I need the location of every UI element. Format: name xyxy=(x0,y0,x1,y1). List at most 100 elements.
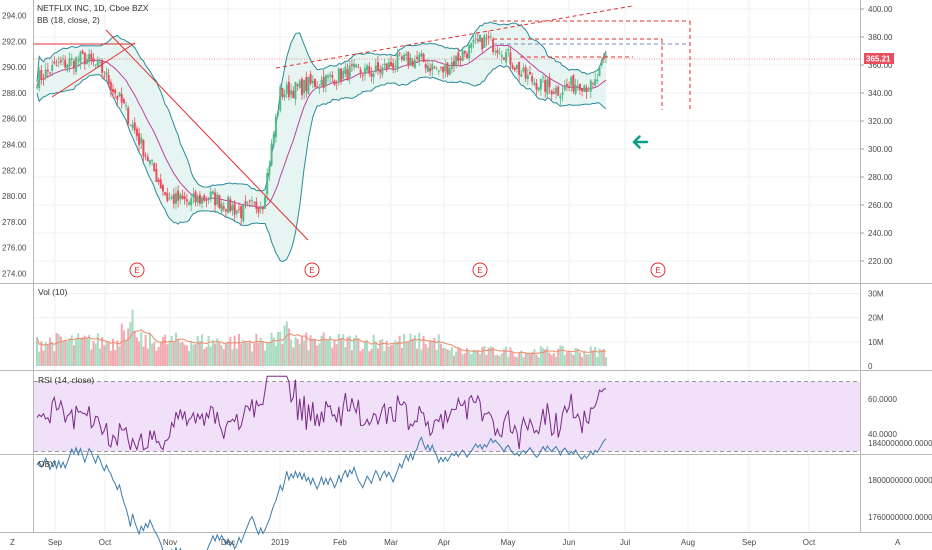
volume-bar xyxy=(411,339,414,366)
volume-bar xyxy=(98,348,101,366)
volume-bar xyxy=(472,349,475,366)
candle-body xyxy=(109,82,112,91)
volume-bar xyxy=(229,336,232,366)
candle-body xyxy=(303,79,306,94)
candle-body xyxy=(88,54,91,61)
volume-bar xyxy=(231,349,234,366)
volume-bar xyxy=(463,353,466,366)
candle-body xyxy=(403,55,406,61)
volume-bar xyxy=(509,347,512,366)
volume-bar xyxy=(255,333,258,366)
volume-bar xyxy=(329,336,332,366)
candle-body xyxy=(318,86,321,89)
volume-bar xyxy=(461,354,464,366)
volume-bar xyxy=(389,345,392,366)
left-tick-label: 294.00 xyxy=(2,12,27,21)
candle-body xyxy=(376,62,379,71)
candle-body xyxy=(446,62,449,75)
volume-bar xyxy=(135,337,138,366)
candle-body xyxy=(542,77,545,78)
candle-body xyxy=(242,203,245,222)
candle-body xyxy=(361,75,364,77)
volume-bar xyxy=(448,350,451,366)
volume-bar xyxy=(561,345,564,366)
candle-body xyxy=(59,60,62,63)
rsi-label[interactable]: RSI (14, close) xyxy=(38,375,94,385)
candle-body xyxy=(498,53,501,55)
candle-body xyxy=(277,111,280,115)
candle-body xyxy=(459,58,462,61)
candle-body xyxy=(461,51,464,62)
volume-bar xyxy=(92,341,95,366)
candle-body xyxy=(565,83,568,86)
volume-bar xyxy=(368,351,371,366)
candle-body xyxy=(296,84,299,87)
uptrend-line xyxy=(51,42,136,98)
candle-body xyxy=(101,59,104,73)
volume-bar xyxy=(361,349,364,366)
candle-body xyxy=(340,68,343,82)
candle-body xyxy=(418,54,421,62)
volume-bar xyxy=(144,334,147,366)
earnings-marker xyxy=(129,262,145,278)
price-tick-label: 360.00 xyxy=(868,61,893,70)
candle-body xyxy=(125,105,128,107)
volume-bar xyxy=(320,335,323,366)
volume-bar xyxy=(420,349,423,366)
volume-bar xyxy=(266,342,269,366)
candle-body xyxy=(159,179,162,189)
candle-body xyxy=(479,34,482,42)
candle-body xyxy=(337,68,340,83)
volume-bar xyxy=(429,340,432,366)
candle-body xyxy=(72,60,75,69)
candle-body xyxy=(359,69,362,74)
volume-bar xyxy=(85,337,88,366)
x-tick-label: Jun xyxy=(563,538,576,547)
volume-bar xyxy=(151,343,154,366)
candle-body xyxy=(476,39,479,41)
volume-bar xyxy=(481,346,484,366)
x-tick-label: May xyxy=(500,538,515,547)
volume-bar xyxy=(552,353,555,366)
candle-body xyxy=(411,60,414,67)
volume-bar xyxy=(452,355,455,366)
bollinger-bands xyxy=(36,21,607,263)
candle-body xyxy=(274,117,277,138)
footer-a-label[interactable]: A xyxy=(895,538,901,547)
volume-bar xyxy=(524,352,527,366)
candle-body xyxy=(64,60,67,68)
candle-body xyxy=(257,207,260,213)
candle-body xyxy=(75,57,78,72)
volume-label[interactable]: Vol (10) xyxy=(38,287,67,297)
volume-pane xyxy=(36,309,607,366)
candle-body xyxy=(515,64,518,69)
volume-bar xyxy=(146,348,149,366)
bb-lower-line xyxy=(36,64,607,263)
x-tick-label: 2019 xyxy=(271,538,289,547)
candle-body xyxy=(496,50,499,54)
candle-body xyxy=(320,80,323,86)
volume-bar xyxy=(605,357,607,366)
candle-body xyxy=(170,196,173,199)
candle-body xyxy=(348,65,351,78)
candle-body xyxy=(309,74,312,84)
volume-bar xyxy=(53,351,56,366)
volume-bar xyxy=(383,351,386,366)
candle-body xyxy=(192,193,195,198)
volume-tick-label: 20M xyxy=(868,314,884,323)
last-price-label: 365.21 xyxy=(866,55,891,64)
bb-indicator-label[interactable]: BB (18, close, 2) xyxy=(37,15,100,25)
volume-bar xyxy=(177,338,180,366)
volume-bar xyxy=(224,343,227,366)
x-tick-label: Aug xyxy=(681,538,695,547)
volume-bar xyxy=(400,347,403,366)
candle-body xyxy=(555,87,558,94)
candle-body xyxy=(578,84,581,91)
volume-bar xyxy=(62,341,65,366)
footer-z-button[interactable] xyxy=(8,537,18,547)
candle-body xyxy=(409,58,412,66)
rsi-tick-label: 40.0000 xyxy=(868,430,897,439)
obv-label[interactable]: OBV xyxy=(38,459,56,469)
candle-body xyxy=(526,75,529,80)
